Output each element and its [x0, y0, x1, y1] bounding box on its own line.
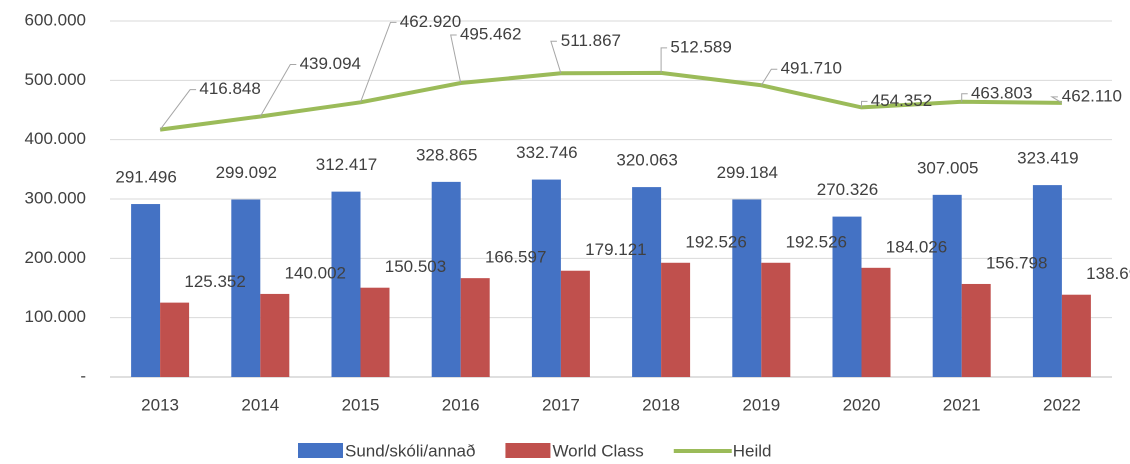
- line-series: [159, 70, 1062, 132]
- data-label: 307.005: [917, 158, 978, 177]
- leader-line: [1050, 96, 1063, 104]
- leader-line: [259, 63, 297, 117]
- data-label: 140.002: [285, 263, 346, 282]
- x-tick-label: 2019: [742, 395, 780, 414]
- data-label: 511.867: [561, 31, 621, 50]
- legend-label: Sund/skóli/annað: [345, 441, 475, 460]
- data-label: 512.589: [670, 37, 731, 56]
- bar: [832, 216, 862, 377]
- data-label: 454.352: [871, 91, 932, 110]
- data-label: 150.503: [385, 257, 446, 276]
- data-label: 462.110: [1062, 86, 1122, 105]
- bar: [131, 204, 161, 377]
- bar: [331, 191, 361, 377]
- data-label: 495.462: [460, 25, 521, 44]
- leader-line: [159, 89, 197, 130]
- x-tick-label: 2016: [442, 395, 480, 414]
- y-tick-label: 300.000: [25, 188, 86, 207]
- y-tick-label: -: [80, 366, 86, 385]
- bar: [560, 270, 590, 377]
- data-label: 416.848: [199, 79, 260, 98]
- leader-line: [360, 21, 397, 103]
- bar: [460, 278, 490, 377]
- bar: [431, 181, 461, 377]
- data-label: 184.026: [886, 237, 947, 256]
- bar: [260, 293, 290, 377]
- x-tick-label: 2017: [542, 395, 580, 414]
- bar: [961, 283, 991, 377]
- data-label: 156.798: [986, 253, 1047, 272]
- leader-line: [961, 93, 968, 102]
- data-label: 439.094: [300, 54, 361, 73]
- data-label: 299.092: [216, 163, 277, 182]
- x-tick-label: 2013: [141, 395, 179, 414]
- x-tick-label: 2015: [342, 395, 380, 414]
- bar: [732, 199, 762, 377]
- bar: [761, 262, 791, 377]
- x-tick-label: 2022: [1043, 395, 1081, 414]
- legend-label: World Class: [552, 441, 643, 460]
- bar: [1061, 294, 1091, 377]
- data-label: 179.121: [585, 240, 646, 259]
- x-tick-label: 2018: [642, 395, 680, 414]
- bar: [661, 262, 691, 377]
- y-tick-label: 600.000: [25, 10, 86, 29]
- leader-line: [660, 47, 668, 73]
- leader-line: [450, 34, 462, 84]
- data-label: 299.184: [717, 163, 778, 182]
- bar: [1032, 185, 1062, 377]
- data-label: 332.746: [516, 143, 577, 162]
- x-tick-label: 2020: [843, 395, 881, 414]
- bar: [861, 267, 891, 377]
- data-label: 166.597: [485, 248, 546, 267]
- y-tick-label: 100.000: [25, 307, 86, 326]
- bar: [160, 302, 190, 377]
- leader-line: [861, 100, 868, 108]
- y-tick-label: 400.000: [25, 129, 86, 148]
- bar: [932, 194, 962, 377]
- data-label: 323.419: [1017, 149, 1078, 168]
- data-label: 192.526: [685, 232, 746, 251]
- bar: [632, 187, 662, 377]
- legend-swatch: [298, 443, 343, 458]
- bar: [360, 287, 390, 377]
- data-label: 270.326: [817, 180, 878, 199]
- data-label: 138.691: [1086, 264, 1130, 283]
- data-label: 291.496: [115, 168, 176, 187]
- x-tick-label: 2014: [241, 395, 279, 414]
- x-tick-label: 2021: [943, 395, 981, 414]
- data-label: 491.710: [781, 59, 842, 78]
- bar: [531, 179, 561, 377]
- data-label: 312.417: [316, 155, 377, 174]
- data-label: 125.352: [184, 272, 245, 291]
- y-tick-label: 500.000: [25, 70, 86, 89]
- data-label: 328.865: [416, 145, 477, 164]
- legend-swatch: [505, 443, 551, 458]
- data-label: 192.526: [786, 232, 847, 251]
- bar: [231, 199, 261, 377]
- data-label: 462.920: [400, 12, 461, 31]
- data-label: 463.803: [971, 83, 1032, 102]
- leader-line: [760, 68, 778, 86]
- data-label: 320.063: [616, 151, 677, 170]
- legend-label: Heild: [733, 441, 772, 460]
- leader-line: [550, 40, 562, 74]
- y-tick-label: 200.000: [25, 248, 86, 267]
